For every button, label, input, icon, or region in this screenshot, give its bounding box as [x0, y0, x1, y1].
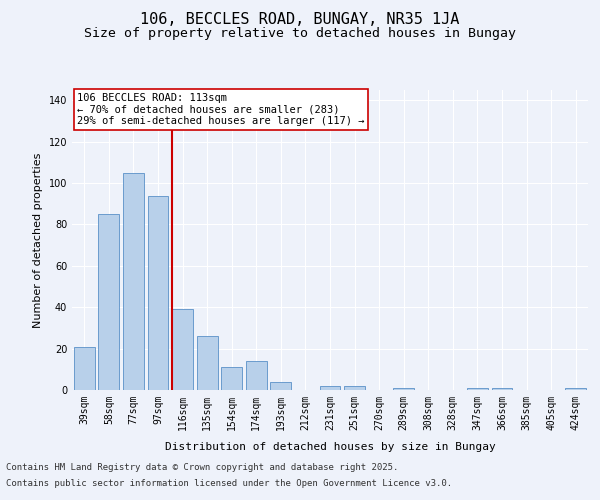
Text: 106 BECCLES ROAD: 113sqm
← 70% of detached houses are smaller (283)
29% of semi-: 106 BECCLES ROAD: 113sqm ← 70% of detach…	[77, 93, 365, 126]
Bar	[344, 386, 365, 390]
Bar	[393, 388, 414, 390]
Bar	[320, 386, 340, 390]
Y-axis label: Number of detached properties: Number of detached properties	[33, 152, 43, 328]
Bar	[123, 173, 144, 390]
Bar	[221, 367, 242, 390]
Text: Contains HM Land Registry data © Crown copyright and database right 2025.: Contains HM Land Registry data © Crown c…	[6, 464, 398, 472]
Bar	[172, 310, 193, 390]
Bar	[467, 388, 488, 390]
Bar	[565, 388, 586, 390]
Bar	[491, 388, 512, 390]
Bar	[98, 214, 119, 390]
Bar	[246, 361, 267, 390]
Text: 106, BECCLES ROAD, BUNGAY, NR35 1JA: 106, BECCLES ROAD, BUNGAY, NR35 1JA	[140, 12, 460, 28]
Text: Distribution of detached houses by size in Bungay: Distribution of detached houses by size …	[164, 442, 496, 452]
Bar	[74, 346, 95, 390]
Bar	[197, 336, 218, 390]
Text: Size of property relative to detached houses in Bungay: Size of property relative to detached ho…	[84, 28, 516, 40]
Bar	[271, 382, 292, 390]
Bar	[148, 196, 169, 390]
Text: Contains public sector information licensed under the Open Government Licence v3: Contains public sector information licen…	[6, 478, 452, 488]
